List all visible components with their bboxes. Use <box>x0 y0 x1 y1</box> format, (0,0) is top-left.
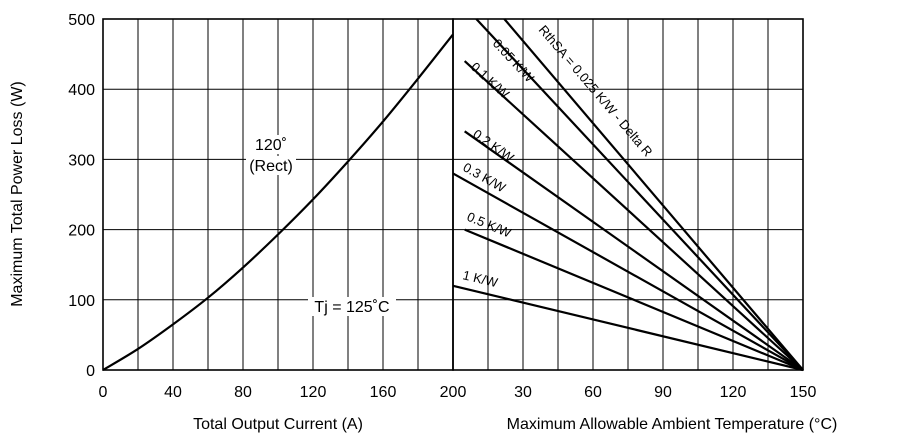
y-tick-label: 200 <box>68 223 95 240</box>
left-x-tick-label: 80 <box>234 384 252 401</box>
y-tick-label: 100 <box>68 293 95 310</box>
tick-labels: 0 100 200 300 400 500 0 40 80 120 160 200 30 60 90 120 1… <box>68 12 816 401</box>
thermal-resistance-label: 1 K/W <box>461 267 500 290</box>
annotation-text: 120˚ <box>255 137 287 154</box>
power-loss-curve <box>102 33 454 371</box>
annotation-background <box>254 135 288 154</box>
annotation-background <box>308 297 396 316</box>
thermal-resistance-line <box>452 284 804 372</box>
right-x-tick-label: 30 <box>514 384 532 401</box>
annotation-text: (Rect) <box>249 158 293 175</box>
thermal-resistance-line <box>464 130 804 371</box>
thermal-resistance-line <box>503 18 804 371</box>
left-x-tick-label: 200 <box>440 384 467 401</box>
thermal-resistance-line <box>464 228 804 372</box>
left-x-tick-label: 120 <box>300 384 327 401</box>
curves <box>102 18 804 372</box>
annotation-background <box>246 156 296 175</box>
right-plot-frame <box>452 18 804 371</box>
left-x-tick-label: 40 <box>164 384 182 401</box>
left-x-axis-label: Total Output Current (A) <box>193 416 363 433</box>
right-x-tick-label: 60 <box>584 384 602 401</box>
y-axis-label: Maximum Total Power Loss (W) <box>9 81 26 307</box>
y-tick-label: 400 <box>68 82 95 99</box>
thermal-resistance-line <box>452 172 804 371</box>
labels: RthSA = 0.025 K/W - Delta R0.05 K/W0.1 K… <box>246 22 656 316</box>
thermal-resistance-line <box>463 60 804 371</box>
left-x-tick-label: 160 <box>370 384 397 401</box>
right-x-tick-label: 120 <box>720 384 747 401</box>
y-tick-label: 0 <box>86 363 95 380</box>
thermal-resistance-label: 0.5 K/W <box>465 209 514 241</box>
thermal-resistance-label: RthSA = 0.025 K/W - Delta R <box>536 22 656 159</box>
right-x-axis-label: Maximum Allowable Ambient Temperature (°… <box>507 416 838 433</box>
right-x-tick-label: 90 <box>654 384 672 401</box>
thermal-resistance-line <box>475 18 804 371</box>
grid <box>103 19 803 370</box>
right-x-tick-label: 150 <box>790 384 817 401</box>
annotation-text: Tj = 125˚C <box>314 299 389 316</box>
y-tick-label: 500 <box>68 12 95 29</box>
thermal-resistance-label: 0.1 K/W <box>468 59 513 102</box>
y-tick-label: 300 <box>68 152 95 169</box>
left-x-tick-label: 0 <box>99 384 108 401</box>
